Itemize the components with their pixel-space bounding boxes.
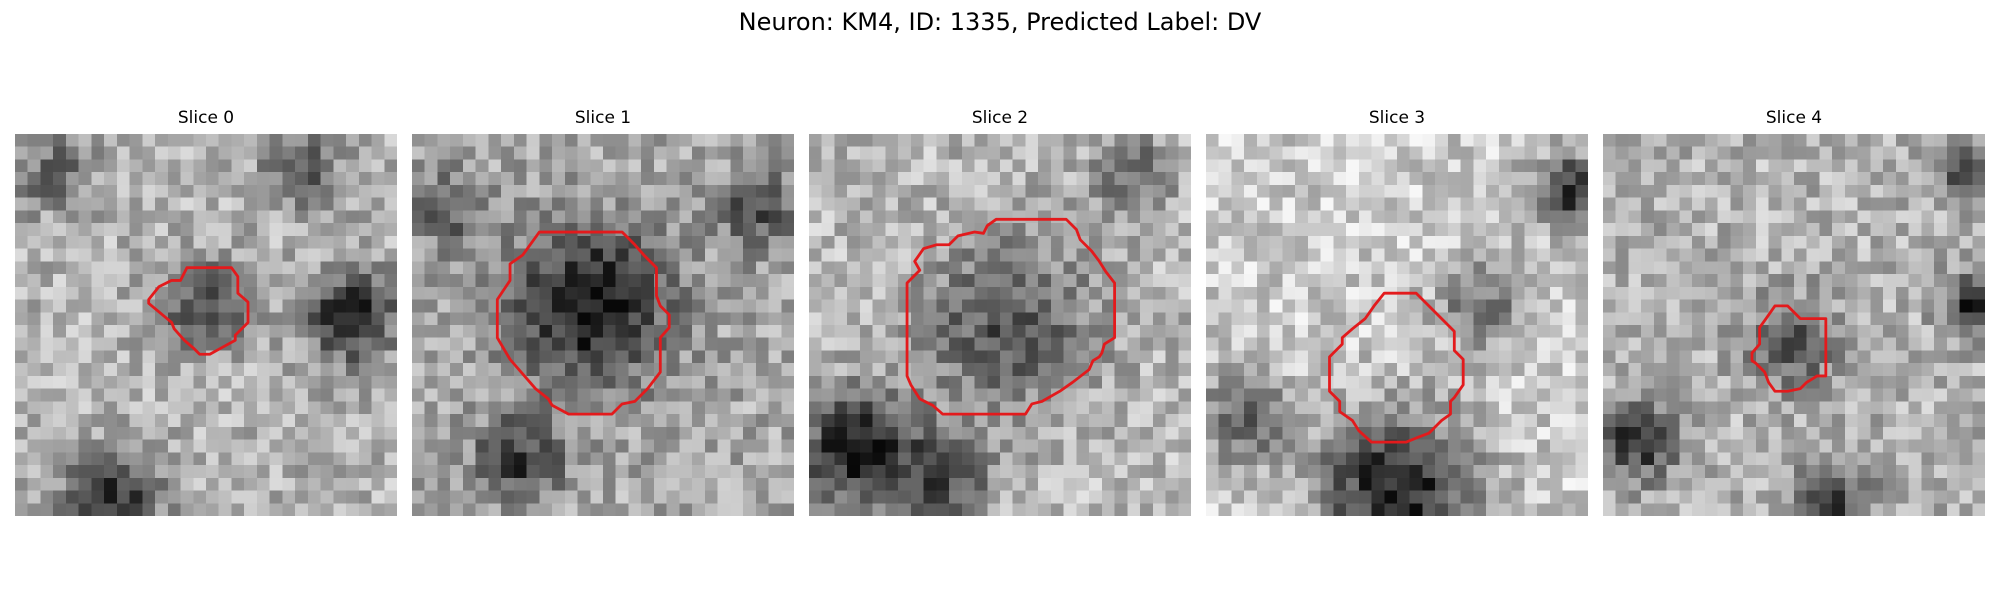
slice-panel-0: Slice 0	[15, 106, 397, 524]
neuron-outline	[1750, 304, 1828, 393]
slice-panel-2: Slice 2	[809, 106, 1191, 524]
slice-image	[1206, 134, 1588, 516]
slice-image	[1603, 134, 1985, 516]
slice-image	[809, 134, 1191, 516]
slice-panel-1: Slice 1	[412, 106, 794, 524]
slice-image	[15, 134, 397, 516]
slice-title: Slice 4	[1765, 108, 1823, 128]
slice-panel-4: Slice 4	[1603, 106, 1985, 524]
neuron-outline	[147, 266, 250, 356]
slice-title: Slice 3	[1368, 108, 1426, 128]
slice-title: Slice 1	[574, 108, 632, 128]
neuron-outline	[495, 230, 671, 416]
slice-panel-3: Slice 3	[1206, 106, 1588, 524]
slice-title: Slice 0	[177, 108, 235, 128]
neuron-outline	[905, 217, 1117, 416]
neuron-outline	[1328, 291, 1465, 444]
slice-image	[412, 134, 794, 516]
figure-title: Neuron: KM4, ID: 1335, Predicted Label: …	[738, 8, 1262, 36]
slice-title: Slice 2	[971, 108, 1029, 128]
